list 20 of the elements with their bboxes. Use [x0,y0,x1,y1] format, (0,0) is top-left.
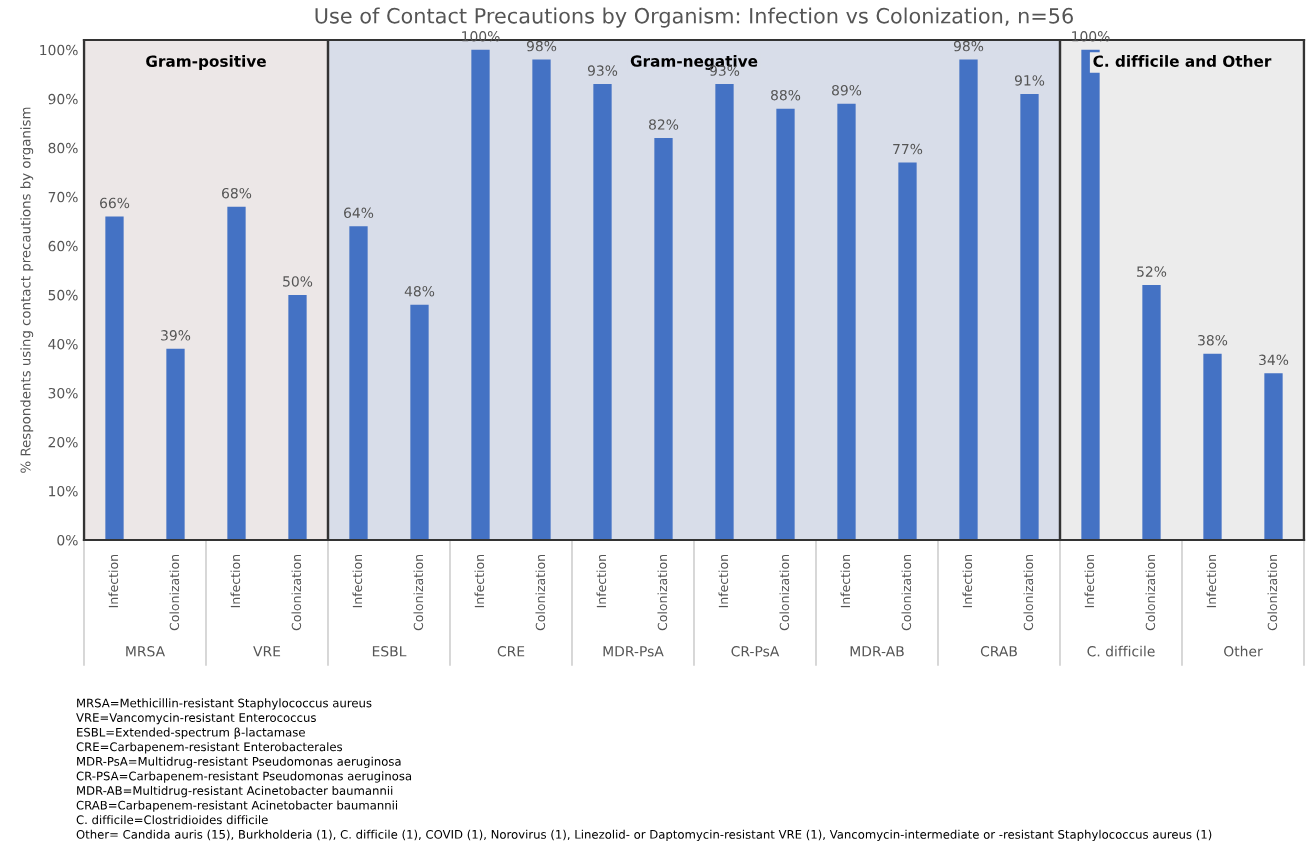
bar [593,84,612,540]
bar [105,216,124,540]
bar [837,103,856,540]
bar [349,226,368,540]
bar [898,162,917,540]
bar [654,138,673,540]
chart-title: Use of Contact Precautions by Organism: Infection vs Colonization, n=56 [315,7,1073,28]
bar [410,304,429,540]
bar [959,59,978,540]
bar [715,84,734,540]
bar [1264,373,1283,540]
bar [471,49,490,540]
bar [227,206,246,540]
bar [1020,93,1039,540]
bar [288,294,307,540]
bar [776,108,795,540]
bar [1142,285,1161,540]
bar [532,59,551,540]
bar [1203,353,1222,540]
bar [166,348,185,540]
